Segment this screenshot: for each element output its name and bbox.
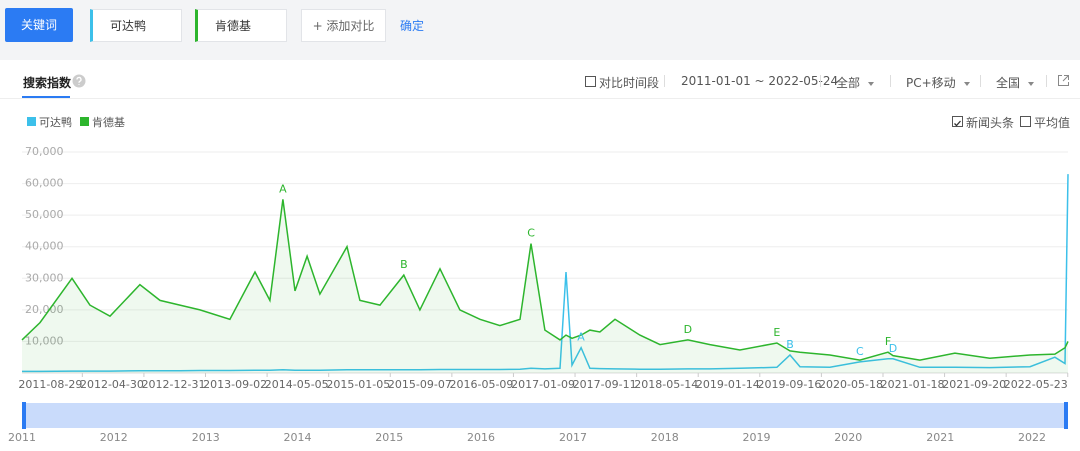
legend-label: 肯德基 (92, 116, 125, 129)
check-mark (954, 120, 961, 127)
y-tick-label: 20,000 (25, 303, 64, 316)
x-tick-label: 2020-05-18 (819, 378, 883, 391)
slider-label: 2016 (467, 431, 495, 444)
separator (820, 75, 821, 87)
y-tick-label: 40,000 (25, 240, 64, 253)
annotation: A (279, 182, 287, 195)
legend-swatch (80, 117, 89, 126)
option-label[interactable]: 新闻头条 (966, 116, 1015, 130)
compare-period[interactable]: 对比时间段 (599, 76, 660, 90)
external-icon[interactable] (1057, 74, 1070, 87)
add-compare[interactable]: + 添加对比 (301, 9, 386, 42)
slider-handle[interactable] (1064, 402, 1068, 429)
tab[interactable]: 搜索指数 (23, 76, 72, 90)
tab-divider (0, 98, 1080, 99)
annotation: B (400, 258, 408, 271)
tab-underline (22, 96, 70, 98)
option-label[interactable]: 平均值 (1034, 116, 1071, 130)
slider-label: 2014 (284, 431, 312, 444)
line (22, 174, 1069, 373)
y-tick-label: 10,000 (25, 334, 64, 347)
slider-label: 2019 (743, 431, 771, 444)
x-tick-label: 2011-08-29 (18, 378, 82, 391)
filter[interactable]: PC+移动 (906, 74, 970, 91)
x-tick-label: 2017-09-11 (573, 378, 637, 391)
keyword-box[interactable]: 可达鸭 (90, 9, 182, 42)
checkbox[interactable] (952, 116, 963, 127)
slider-label: 2017 (559, 431, 587, 444)
x-tick-label: 2021-09-20 (942, 378, 1006, 391)
separator (664, 75, 665, 87)
legend-label: 可达鸭 (39, 116, 72, 129)
x-tick-label: 2018-05-14 (634, 378, 698, 391)
slider-handle[interactable] (22, 402, 26, 429)
filter[interactable]: 全部 (836, 74, 875, 91)
x-tick-label: 2012-12-31 (142, 378, 206, 391)
checkbox[interactable] (585, 76, 596, 87)
x-tick-label: 2014-05-05 (265, 378, 329, 391)
date-range[interactable]: 2011-01-01 ~ 2022-05-24 (681, 74, 839, 88)
x-tick-label: 2022-05-23 (1004, 378, 1068, 391)
y-tick-label: 30,000 (25, 271, 64, 284)
annotation: A (577, 331, 585, 344)
filter-label: 全国 (996, 76, 1021, 90)
filter-label: PC+移动 (906, 76, 956, 90)
line (21, 199, 1069, 361)
slider-label: 2011 (8, 431, 36, 444)
x-tick-label: 2019-09-16 (757, 378, 821, 391)
x-tick-label: 2012-04-30 (80, 378, 144, 391)
separator (890, 75, 891, 87)
y-tick-label: 50,000 (25, 208, 64, 221)
slider-label: 2012 (100, 431, 128, 444)
area (22, 199, 1068, 373)
y-tick-label: 60,000 (25, 177, 64, 190)
slider-label: 2021 (926, 431, 954, 444)
separator (1046, 75, 1047, 87)
annotation: F (885, 335, 891, 348)
slider-label: 2018 (651, 431, 679, 444)
panel (0, 60, 1080, 451)
x-tick-label: 2015-09-07 (388, 378, 452, 391)
keyword-button[interactable]: 关键词 (5, 8, 73, 42)
x-tick-label: 2015-01-05 (326, 378, 390, 391)
slider-track (22, 403, 1068, 428)
x-tick-label: 2013-09-02 (203, 378, 267, 391)
annotation: C (856, 345, 864, 358)
filter-label: 全部 (836, 76, 861, 90)
annotation: D (684, 323, 692, 336)
annotation: E (773, 326, 780, 339)
keyword-box[interactable]: 肯德基 (195, 9, 287, 42)
x-tick-label: 2019-01-14 (696, 378, 760, 391)
legend-swatch (27, 117, 36, 126)
x-tick-label: 2021-01-18 (881, 378, 945, 391)
annotation: D (889, 342, 897, 355)
x-tick-label: 2016-05-09 (450, 378, 514, 391)
separator (980, 75, 981, 87)
annotation: C (527, 227, 535, 240)
help-icon[interactable] (72, 74, 86, 88)
filter[interactable]: 全国 (996, 74, 1035, 91)
checkbox[interactable] (1020, 116, 1031, 127)
slider-label: 2013 (192, 431, 220, 444)
confirm-link[interactable]: 确定 (400, 19, 425, 33)
slider-label: 2020 (834, 431, 862, 444)
slider-label: 2015 (375, 431, 403, 444)
x-tick-label: 2017-01-09 (511, 378, 575, 391)
annotation: B (786, 338, 794, 351)
y-tick-label: 70,000 (25, 145, 64, 158)
slider-label: 2022 (1018, 431, 1046, 444)
